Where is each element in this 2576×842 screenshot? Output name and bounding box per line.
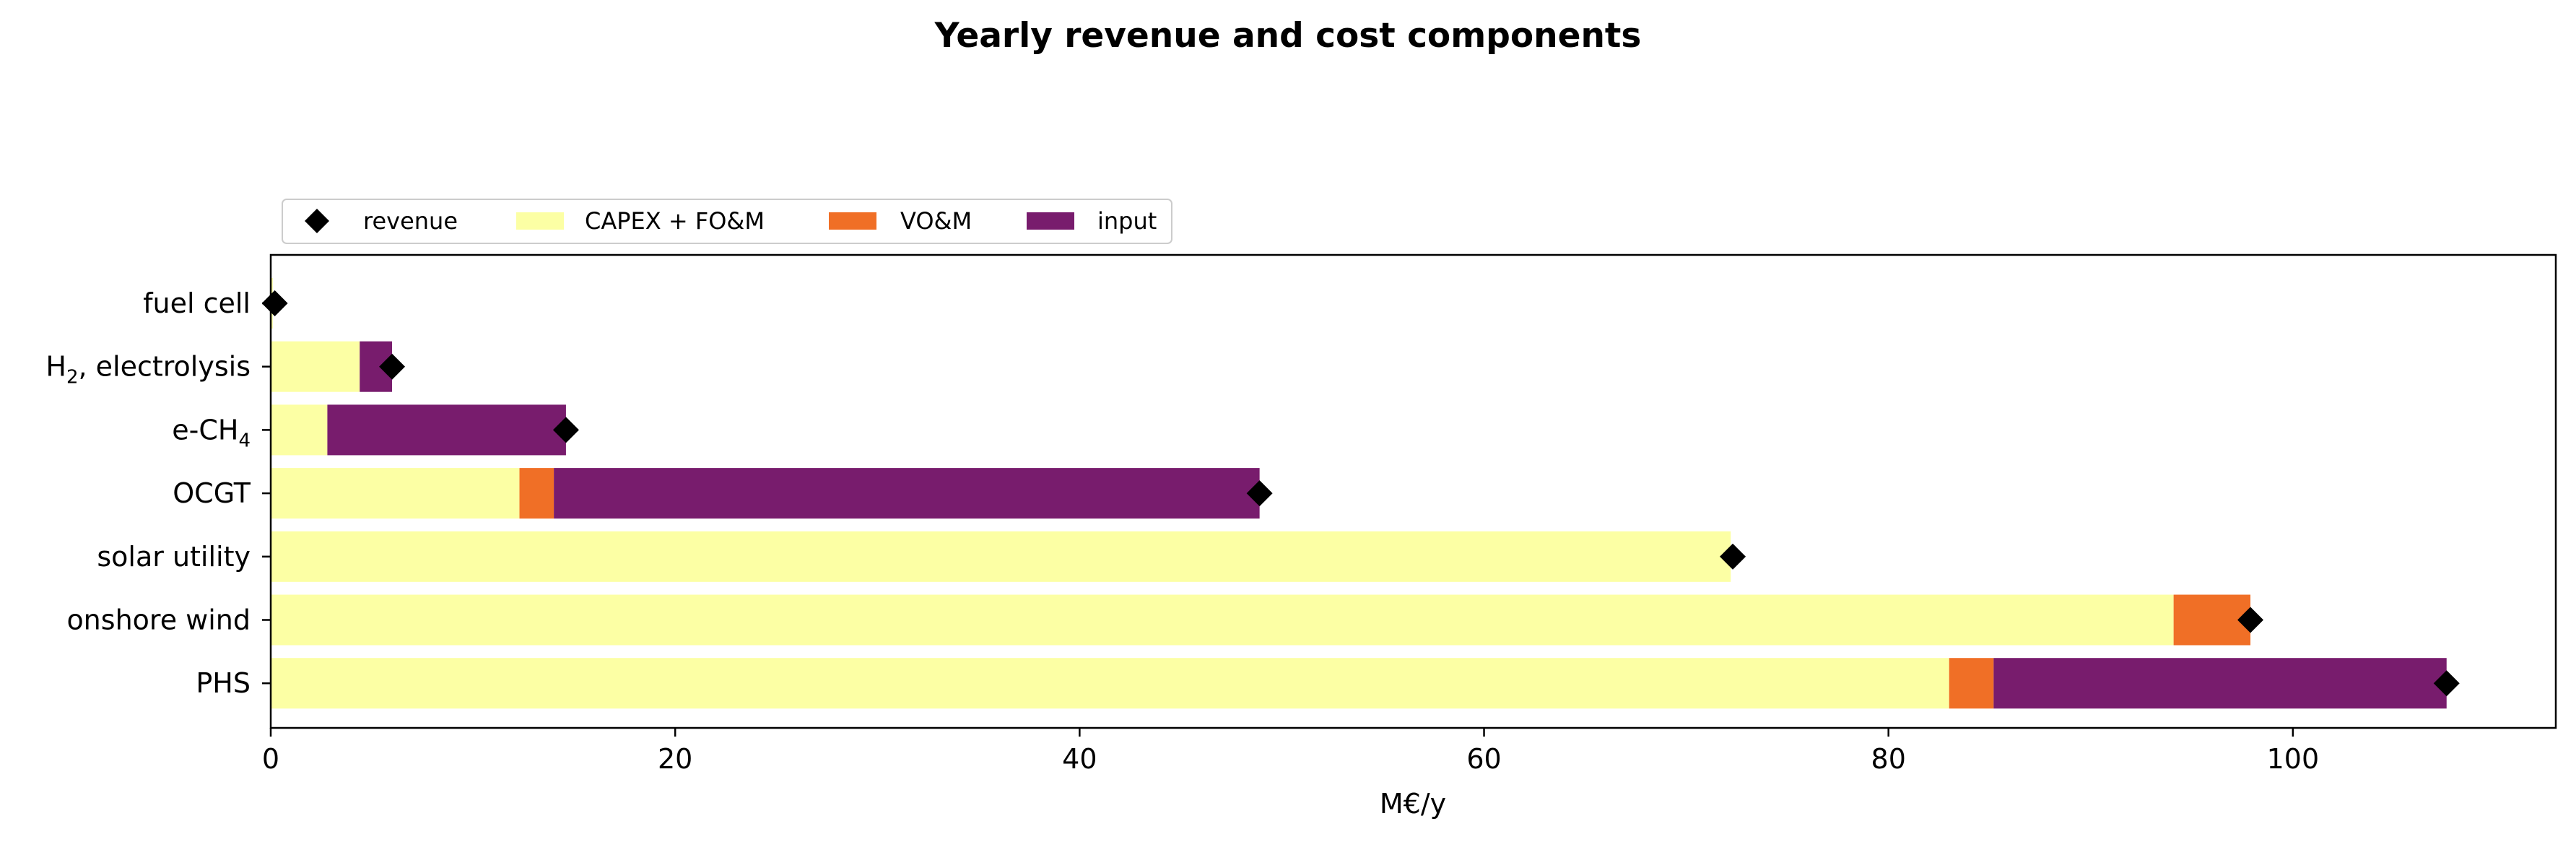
x-tick-label-0: 0: [262, 743, 279, 775]
x-axis: 0 20 40 60 80 100: [262, 728, 2319, 775]
legend-label-revenue: revenue: [363, 207, 458, 235]
y-tick-label-2: e-CH4: [172, 414, 251, 451]
revenue-marker-2: [552, 417, 579, 443]
legend-label-1: VO&M: [900, 207, 972, 235]
revenue-marker-3: [1246, 480, 1273, 507]
bar-vo-m-6: [1949, 658, 1994, 709]
x-tick-label-5: 100: [2267, 743, 2320, 775]
legend-revenue-marker: [305, 209, 329, 233]
bar-input-3: [554, 468, 1260, 519]
y-tick-label-6: PHS: [196, 667, 251, 699]
revenue-marker-4: [1720, 543, 1746, 570]
bar-capex-fo-m-4: [271, 531, 1731, 582]
revenue-marker-1: [379, 353, 406, 380]
bar-input-2: [327, 404, 566, 456]
legend: revenue CAPEX + FO&M VO&M input: [282, 199, 1172, 244]
plot-area: [261, 253, 2557, 729]
y-tick-label-3: OCGT: [173, 477, 251, 509]
x-tick-label-4: 80: [1871, 743, 1906, 775]
chart-title: Yearly revenue and cost components: [934, 16, 1642, 56]
legend-label-0: CAPEX + FO&M: [585, 207, 765, 235]
x-tick-label-3: 60: [1466, 743, 1501, 775]
x-axis-label: M€/y: [1380, 788, 1446, 820]
revenue-marker-6: [2433, 670, 2460, 697]
bar-capex-fo-m-6: [271, 658, 1949, 709]
legend-swatch-1: [829, 212, 876, 230]
x-tick-label-2: 40: [1062, 743, 1097, 775]
y-tick-label-5: onshore wind: [66, 604, 251, 636]
bar-input-6: [1993, 658, 2447, 709]
legend-swatch-2: [1027, 212, 1074, 230]
legend-swatch-0: [516, 212, 564, 230]
bar-capex-fo-m-2: [271, 404, 328, 456]
revenue-marker-5: [2237, 607, 2264, 633]
bar-capex-fo-m-3: [271, 468, 520, 519]
legend-frame: [282, 199, 1172, 244]
bar-capex-fo-m-5: [271, 594, 2174, 646]
y-tick-label-0: fuel cell: [143, 287, 251, 319]
bar-capex-fo-m-1: [271, 341, 360, 392]
bar-vo-m-3: [519, 468, 554, 519]
y-tick-label-1: H2, electrolysis: [45, 351, 251, 389]
x-tick-label-1: 20: [658, 743, 692, 775]
y-tick-label-4: solar utility: [97, 541, 251, 573]
axes-frame: [269, 253, 2557, 729]
y-axis: fuel cell H2, electrolysis e-CH4 OCGT solar …: [45, 287, 271, 699]
legend-label-2: input: [1097, 207, 1157, 235]
revenue-marker-0: [261, 290, 288, 316]
